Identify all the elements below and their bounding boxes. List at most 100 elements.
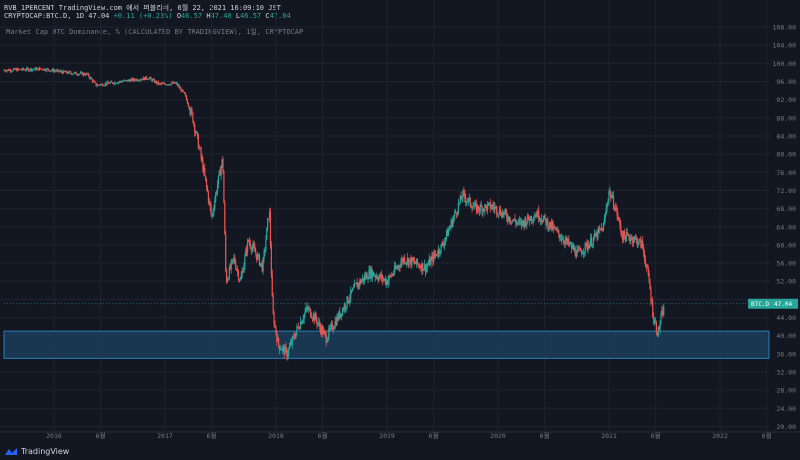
candle-body bbox=[328, 328, 330, 338]
x-axis: 2016 6월 2017 6월 2018 6월 2019 6월 2020 6월 2021 6월 2022… bbox=[0, 431, 800, 440]
candle-body bbox=[171, 82, 173, 84]
candle-body bbox=[103, 85, 105, 86]
x-tick-label: 2017 bbox=[157, 432, 173, 440]
candle-body bbox=[433, 253, 435, 262]
candle-body bbox=[101, 83, 104, 86]
candle-body bbox=[566, 238, 568, 243]
candle-body bbox=[41, 68, 43, 70]
candle-body bbox=[508, 216, 511, 222]
candle-body bbox=[539, 218, 542, 221]
y-tick-label: 36.00 bbox=[776, 350, 796, 358]
candle-body bbox=[46, 68, 48, 71]
candle-body bbox=[553, 225, 555, 228]
candle-body bbox=[90, 77, 92, 79]
candle-body bbox=[230, 261, 232, 270]
candle-body bbox=[85, 73, 87, 76]
candle-body bbox=[44, 68, 46, 71]
candle-body bbox=[339, 311, 341, 318]
candle-body bbox=[32, 69, 34, 70]
candle-body bbox=[515, 221, 517, 224]
candle-body bbox=[216, 192, 218, 194]
candle-body bbox=[10, 71, 12, 72]
ohlc-values: O46.57 H47.40 L46.57 C47.04 bbox=[177, 12, 291, 20]
candle-body bbox=[523, 222, 525, 227]
candle-body bbox=[56, 70, 58, 72]
candle-body bbox=[549, 221, 552, 229]
candle-body bbox=[153, 79, 156, 83]
candle-body bbox=[316, 319, 318, 325]
candle-body bbox=[175, 82, 178, 84]
candle-body bbox=[413, 260, 415, 262]
candle-body bbox=[588, 245, 590, 249]
candle-body bbox=[202, 159, 204, 172]
candle-body bbox=[584, 242, 586, 252]
candle-body bbox=[358, 282, 360, 286]
candle-body bbox=[137, 80, 139, 82]
candle-body bbox=[242, 271, 244, 273]
candle-body bbox=[320, 326, 322, 334]
candle-body bbox=[332, 328, 334, 330]
candle-body bbox=[651, 300, 653, 302]
ohlc-key-o: O bbox=[176, 12, 182, 20]
candle-body bbox=[465, 197, 467, 203]
candle-body bbox=[322, 330, 324, 335]
candle-body bbox=[8, 69, 11, 71]
symbol-ohlc-line: CRYPTOCAP:BTC.D, 1D 47.04 +0.11 (+0.23%)… bbox=[4, 12, 291, 20]
candle-body bbox=[514, 218, 516, 222]
candle-body bbox=[55, 70, 57, 72]
brand-label: TradingView bbox=[21, 447, 70, 456]
candle-body bbox=[215, 193, 217, 201]
candle-body bbox=[115, 83, 117, 84]
candle-body bbox=[211, 214, 213, 216]
candle-body bbox=[476, 205, 479, 213]
candle-body bbox=[189, 109, 191, 115]
candle-body bbox=[638, 239, 640, 244]
candle-body bbox=[620, 225, 622, 232]
candle-body bbox=[516, 222, 518, 224]
x-tick-label: 2019 bbox=[379, 432, 395, 440]
candle-body bbox=[612, 195, 614, 198]
candle-body bbox=[146, 79, 148, 80]
y-tick-label: 76.00 bbox=[776, 169, 796, 177]
x-tick-label: 6월 bbox=[429, 431, 439, 440]
candle-body bbox=[210, 207, 212, 215]
candle-body bbox=[372, 271, 375, 276]
y-tick-label: 32.00 bbox=[776, 369, 796, 377]
candle-body bbox=[426, 265, 428, 267]
y-tick-label: 92.00 bbox=[776, 96, 796, 104]
candle-body bbox=[583, 251, 585, 254]
candle-body bbox=[351, 289, 353, 292]
candle-body bbox=[355, 282, 357, 284]
candle-body bbox=[581, 252, 584, 255]
candle-body bbox=[421, 263, 423, 271]
candle-body bbox=[330, 325, 332, 329]
candle-body bbox=[408, 259, 410, 266]
candle-body bbox=[228, 266, 230, 279]
candle-body bbox=[289, 342, 292, 347]
candle-body bbox=[443, 245, 445, 246]
candle-body bbox=[467, 198, 470, 202]
candle-body bbox=[143, 77, 145, 80]
candle-body bbox=[575, 254, 577, 257]
candle-body bbox=[260, 262, 262, 264]
candle-body bbox=[205, 175, 207, 180]
candle-body bbox=[134, 79, 136, 81]
candle-body bbox=[237, 271, 240, 280]
candle-body bbox=[648, 273, 650, 282]
candle-body bbox=[455, 211, 457, 213]
candle-body bbox=[163, 83, 166, 85]
candle-body bbox=[183, 91, 185, 93]
candle-body bbox=[379, 274, 381, 277]
change-value: +0.11 (+0.23%) bbox=[113, 12, 173, 20]
candle-body bbox=[341, 309, 344, 316]
candle-body bbox=[244, 255, 246, 266]
candle-body bbox=[268, 218, 270, 220]
candle-body bbox=[153, 79, 155, 81]
candle-body bbox=[9, 69, 11, 72]
candle-body bbox=[200, 148, 202, 158]
candle-body bbox=[251, 247, 253, 251]
candle-body bbox=[179, 87, 181, 89]
candle-body bbox=[264, 249, 266, 252]
candle-body bbox=[411, 257, 413, 266]
